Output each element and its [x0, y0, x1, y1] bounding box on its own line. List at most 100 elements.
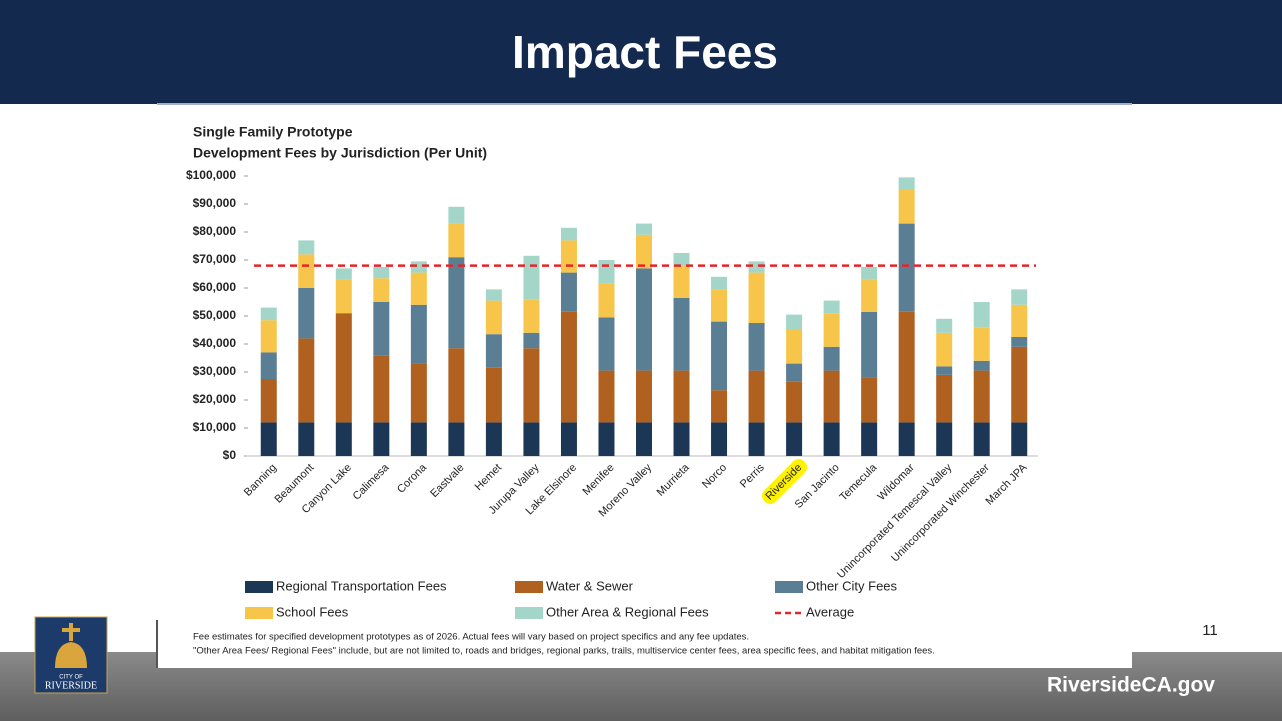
logo-cross: [62, 628, 80, 632]
bar-segment: [560, 227, 577, 241]
logo-text: RIVERSIDE: [45, 680, 97, 691]
bar-segment: [448, 206, 465, 224]
bar-segment: [485, 300, 502, 335]
bar-segment: [711, 276, 728, 290]
bar-segment: [786, 422, 803, 456]
bar-segment: [673, 297, 690, 371]
bar-segment: [861, 422, 878, 456]
bar-segment: [823, 422, 840, 456]
bar-segment: [373, 302, 390, 356]
bar-segment: [636, 234, 652, 269]
logo-bell: [55, 642, 87, 668]
bar-segment: [523, 299, 540, 333]
bar-segment: [823, 370, 840, 423]
legend-label: School Fees: [276, 604, 349, 619]
bar-segment: [823, 313, 840, 347]
bar-segment: [636, 370, 652, 423]
bar-segment: [748, 261, 765, 273]
bar-segment: [973, 360, 990, 371]
bar-segment: [560, 311, 577, 423]
y-tick-label: $20,000: [193, 392, 237, 406]
bar-segment: [335, 279, 352, 314]
bar-segment: [973, 422, 990, 456]
y-tick-label: $40,000: [193, 336, 237, 350]
bar-segment: [973, 302, 990, 328]
chart-title: Single Family Prototype: [193, 124, 353, 140]
legend-swatch: [245, 581, 273, 593]
bar-segment: [823, 346, 840, 371]
bar-segment: [936, 422, 953, 456]
bar-segment: [260, 379, 277, 423]
bar-segment: [973, 327, 990, 361]
bar-segment: [298, 422, 315, 456]
chart-subtitle: Development Fees by Jurisdiction (Per Un…: [193, 145, 487, 161]
bar-segment: [1011, 422, 1028, 456]
bar-segment: [523, 332, 540, 349]
bar-segment: [298, 288, 315, 339]
legend-label: Water & Sewer: [546, 578, 634, 593]
bar-segment: [523, 348, 540, 423]
y-tick-label: $70,000: [193, 252, 237, 266]
bar-segment: [936, 332, 953, 367]
bar-segment: [711, 289, 728, 322]
slide-title: Impact Fees: [512, 26, 778, 78]
bar-segment: [636, 223, 652, 235]
bar-segment: [298, 240, 315, 255]
bar-segment: [410, 261, 427, 273]
bar-segment: [523, 255, 540, 300]
bar-segment: [410, 363, 427, 423]
bar-segment: [861, 279, 878, 312]
logo: CITY OF RIVERSIDE: [34, 616, 108, 694]
legend-swatch: [775, 581, 803, 593]
bar-segment: [898, 177, 915, 190]
bar-segment: [373, 278, 390, 302]
legend-swatch: [515, 607, 543, 619]
footnote: "Other Area Fees/ Regional Fees" include…: [193, 646, 935, 657]
bar-segment: [711, 321, 728, 391]
website: RiversideCA.gov: [1047, 674, 1215, 697]
bar-segment: [636, 422, 652, 456]
bar-segment: [448, 422, 465, 456]
bar-segment: [898, 311, 915, 423]
bar-segment: [936, 374, 953, 423]
bar-segment: [410, 272, 427, 305]
bar-segment: [373, 267, 390, 279]
legend-label: Other City Fees: [806, 578, 898, 593]
bar-segment: [786, 381, 803, 423]
bar-segment: [786, 330, 803, 364]
bar-segment: [1011, 346, 1028, 423]
bar-segment: [560, 240, 577, 273]
bar-segment: [823, 300, 840, 314]
bar-segment: [636, 268, 652, 371]
y-tick-label: $90,000: [193, 196, 237, 210]
bar-segment: [1011, 304, 1028, 337]
y-tick-label: $10,000: [193, 420, 237, 434]
bar-segment: [485, 422, 502, 456]
bar-segment: [598, 422, 615, 456]
bar-segment: [936, 318, 953, 333]
bar-segment: [711, 390, 728, 423]
bar-segment: [485, 334, 502, 368]
header-band: [0, 0, 1282, 104]
legend-label: Other Area & Regional Fees: [546, 604, 709, 619]
bar-segment: [786, 363, 803, 382]
bar-segment: [448, 348, 465, 423]
bar-segment: [260, 422, 277, 456]
bar-segment: [260, 307, 277, 321]
bar-segment: [861, 377, 878, 423]
bar-segment: [335, 422, 352, 456]
bar-segment: [1011, 289, 1028, 305]
bar-segment: [861, 267, 878, 280]
bar-segment: [448, 223, 465, 258]
bar-segment: [673, 422, 690, 456]
bar-segment: [373, 422, 390, 456]
y-tick-label: $100,000: [186, 168, 236, 182]
bar-segment: [748, 272, 765, 323]
bar-segment: [485, 367, 502, 423]
bar-segment: [673, 253, 690, 266]
legend-swatch: [515, 581, 543, 593]
bar-segment: [260, 320, 277, 353]
bar-segment: [748, 370, 765, 423]
bar-segment: [448, 257, 465, 349]
